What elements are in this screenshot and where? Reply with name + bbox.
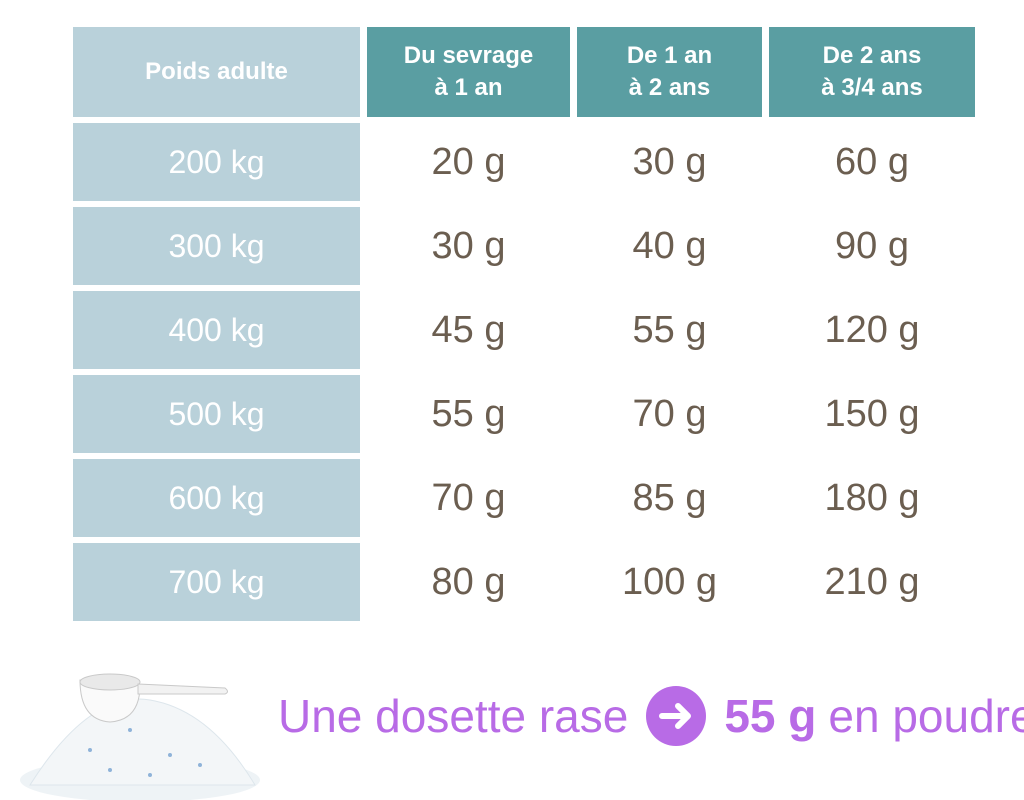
footer-suffix: en poudre: [828, 690, 1024, 742]
dose-cell: 40 g: [577, 207, 762, 285]
dose-cell: 30 g: [577, 123, 762, 201]
header-line: à 3/4 ans: [821, 74, 923, 101]
header-cell: Poids adulte: [73, 27, 360, 117]
dose-cell: 100 g: [577, 543, 762, 621]
scoop-illustration: [20, 673, 260, 800]
cell-text: 60 g: [835, 140, 909, 183]
cell-text: 40 g: [632, 224, 707, 267]
cell-text: 55 g: [431, 392, 506, 435]
cell-text: 85 g: [632, 476, 707, 519]
cell-text: 600 kg: [168, 479, 265, 516]
header-line: à 2 ans: [628, 74, 711, 101]
dose-cell: 60 g: [769, 123, 975, 201]
dose-cell: 30 g: [367, 207, 570, 285]
dose-cell: 210 g: [769, 543, 975, 621]
cell-text: 70 g: [632, 392, 707, 435]
weight-cell: 300 kg: [73, 207, 360, 285]
header-line: à 1 an: [434, 74, 503, 101]
header-line: Poids adulte: [145, 58, 288, 85]
cell-text: 20 g: [431, 140, 506, 183]
header-line: Du sevrage: [403, 42, 534, 69]
footer: Une dosette rase 55 g en poudre: [278, 684, 1024, 748]
cell-text: 200 kg: [168, 143, 265, 180]
cell-text: 45 g: [431, 308, 506, 351]
cell-text: 100 g: [621, 560, 718, 603]
weight-cell: 700 kg: [73, 543, 360, 621]
header-line: De 1 an: [626, 42, 713, 69]
header-cell: De 1 an à 2 ans: [577, 27, 762, 117]
table: Poids adulte Du sevrage à 1 an De 1 an à 2 a…: [73, 27, 975, 621]
cell-text: 210 g: [824, 560, 920, 603]
cell-text: 120 g: [824, 308, 920, 351]
cell-text: 90 g: [835, 224, 909, 267]
cell-text: 30 g: [632, 140, 707, 183]
dose-cell: 85 g: [577, 459, 762, 537]
dose-cell: 70 g: [367, 459, 570, 537]
dose-cell: 45 g: [367, 291, 570, 369]
cell-text: 700 kg: [168, 563, 265, 600]
dose-cell: 80 g: [367, 543, 570, 621]
cell-text: 30 g: [431, 224, 506, 267]
footer-text: Une dosette rase: [278, 690, 629, 742]
weight-cell: 400 kg: [73, 291, 360, 369]
dose-cell: 55 g: [577, 291, 762, 369]
footer-amount: 55 g: [724, 690, 817, 742]
dose-cell: 70 g: [577, 375, 762, 453]
arrow-icon: [646, 686, 707, 746]
weight-cell: 500 kg: [73, 375, 360, 453]
dose-cell: 55 g: [367, 375, 570, 453]
weight-cell: 200 kg: [73, 123, 360, 201]
cell-text: 55 g: [632, 308, 707, 351]
cell-text: 150 g: [824, 392, 920, 435]
header-cell: Du sevrage à 1 an: [367, 27, 570, 117]
cell-text: 300 kg: [168, 227, 265, 264]
dose-cell: 120 g: [769, 291, 975, 369]
cell-text: 500 kg: [168, 395, 265, 432]
dose-cell: 180 g: [769, 459, 975, 537]
cell-text: 180 g: [824, 476, 920, 519]
weight-cell: 600 kg: [73, 459, 360, 537]
dose-cell: 20 g: [367, 123, 570, 201]
dose-cell: 90 g: [769, 207, 975, 285]
dose-cell: 150 g: [769, 375, 975, 453]
cell-text: 400 kg: [168, 311, 265, 348]
cell-text: 80 g: [431, 560, 506, 603]
header-line: De 2 ans: [822, 42, 922, 69]
header-cell: De 2 ans à 3/4 ans: [769, 27, 975, 117]
cell-text: 70 g: [431, 476, 506, 519]
